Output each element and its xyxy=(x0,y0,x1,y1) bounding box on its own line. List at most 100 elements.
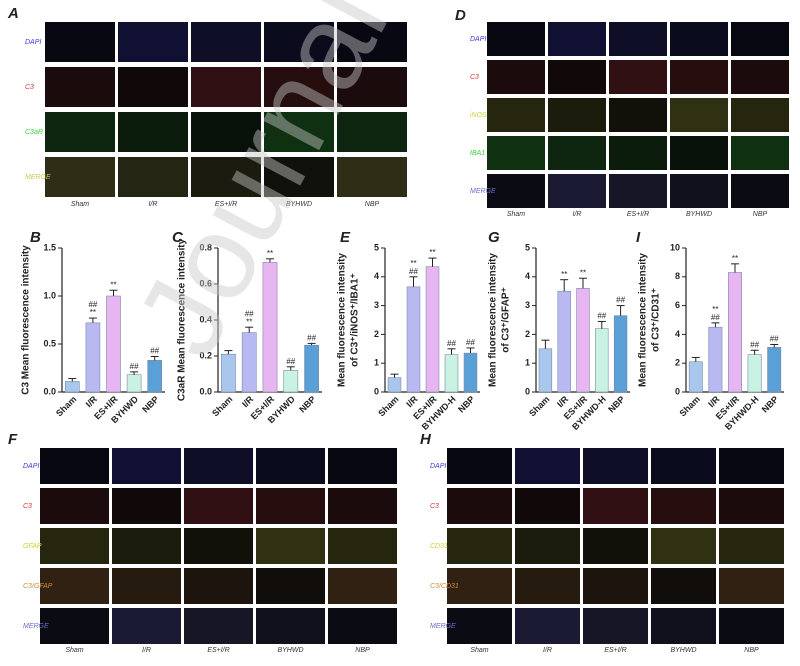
row-label: C3/CD31 xyxy=(430,583,459,590)
column-label: I/R xyxy=(142,647,151,654)
micrograph xyxy=(118,157,188,197)
micrograph xyxy=(548,60,606,94)
micrograph-tint xyxy=(583,488,648,524)
y-axis-label: Mean fluorescence intensity xyxy=(638,253,649,387)
micrograph xyxy=(487,60,545,94)
micrograph xyxy=(487,136,545,170)
micrograph xyxy=(719,608,784,644)
micrograph-tint xyxy=(256,608,325,644)
bar xyxy=(538,348,553,393)
micrograph-tint xyxy=(256,528,325,564)
micrograph xyxy=(670,98,728,132)
micrograph xyxy=(487,98,545,132)
y-tick-label: 0.0 xyxy=(199,386,212,396)
micrograph xyxy=(548,174,606,208)
micrograph-tint xyxy=(487,174,545,208)
bar xyxy=(64,381,80,393)
micrograph-tint xyxy=(670,60,728,94)
micrograph xyxy=(191,157,261,197)
micrograph xyxy=(112,528,181,564)
micrograph xyxy=(583,448,648,484)
y-axis-label: of C3⁺/iNOS⁺/IBA1⁺ xyxy=(350,273,361,367)
micrograph-tint xyxy=(670,22,728,56)
micrograph xyxy=(731,22,789,56)
y-tick-label: 2 xyxy=(675,358,680,368)
significance-marker: ## xyxy=(466,338,475,347)
micrograph xyxy=(548,136,606,170)
significance-marker: ## xyxy=(286,357,295,366)
micrograph-tint xyxy=(45,22,115,62)
panel-letter: B xyxy=(30,229,41,246)
micrograph xyxy=(583,528,648,564)
column-label: ES+I/R xyxy=(215,201,237,208)
micrograph xyxy=(112,608,181,644)
significance-marker: ** xyxy=(110,280,116,289)
micrograph-tint xyxy=(337,157,407,197)
micrograph-tint xyxy=(515,528,580,564)
micrograph-tint xyxy=(328,448,397,484)
micrograph-tint xyxy=(40,608,109,644)
row-label: MERGE xyxy=(25,174,51,181)
micrograph-tint xyxy=(112,488,181,524)
micrograph xyxy=(45,67,115,107)
y-tick-label: 5 xyxy=(374,242,379,252)
column-label: Sham xyxy=(65,647,83,654)
micrograph xyxy=(191,67,261,107)
micrograph xyxy=(583,568,648,604)
micrograph-tint xyxy=(328,568,397,604)
micrograph xyxy=(191,112,261,152)
column-label: BYHWD xyxy=(277,647,303,654)
micrograph-tint xyxy=(719,448,784,484)
micrograph-tint xyxy=(112,528,181,564)
column-label: I/R xyxy=(573,211,582,218)
micrograph xyxy=(731,60,789,94)
micrograph-tint xyxy=(583,568,648,604)
micrograph-tint xyxy=(184,568,253,604)
micrograph-tint xyxy=(719,488,784,524)
micrograph-tint xyxy=(328,528,397,564)
bar xyxy=(387,377,402,393)
micrograph-tint xyxy=(731,22,789,56)
column-label: ES+I/R xyxy=(604,647,626,654)
bar xyxy=(747,354,762,393)
column-label: NBP xyxy=(753,211,768,218)
micrograph-tint xyxy=(184,528,253,564)
row-label: DAPI xyxy=(470,36,486,43)
micrograph xyxy=(583,608,648,644)
micrograph xyxy=(583,488,648,524)
micrograph-tint xyxy=(609,136,667,170)
micrograph xyxy=(670,60,728,94)
y-tick-label: 5 xyxy=(525,242,530,252)
micrograph-tint xyxy=(264,112,334,152)
panel-letter: A xyxy=(7,5,19,22)
y-tick-label: 0.6 xyxy=(199,278,212,288)
micrograph-tint xyxy=(651,528,716,564)
micrograph-tint xyxy=(118,112,188,152)
micrograph xyxy=(328,488,397,524)
micrograph xyxy=(184,608,253,644)
panel-letter: I xyxy=(636,229,641,246)
micrograph-tint xyxy=(256,448,325,484)
y-tick-label: 4 xyxy=(525,271,530,281)
micrograph-tint xyxy=(191,22,261,62)
micrograph-tint xyxy=(40,448,109,484)
micrograph xyxy=(487,22,545,56)
micrograph xyxy=(264,22,334,62)
micrograph xyxy=(45,157,115,197)
row-label: C3/GFAP xyxy=(23,583,53,590)
micrograph-tint xyxy=(731,60,789,94)
micrograph xyxy=(651,488,716,524)
micrograph-tint xyxy=(118,157,188,197)
column-label: BYHWD xyxy=(686,211,712,218)
micrograph-tint xyxy=(719,568,784,604)
y-tick-label: 10 xyxy=(670,242,680,252)
micrograph xyxy=(328,608,397,644)
micrograph-tint xyxy=(40,568,109,604)
micrograph-tint xyxy=(118,67,188,107)
bar xyxy=(728,272,742,393)
y-tick-label: 0.2 xyxy=(199,350,212,360)
micrograph xyxy=(191,22,261,62)
bar xyxy=(126,374,142,393)
micrograph xyxy=(45,112,115,152)
row-label: DAPI xyxy=(430,463,446,470)
